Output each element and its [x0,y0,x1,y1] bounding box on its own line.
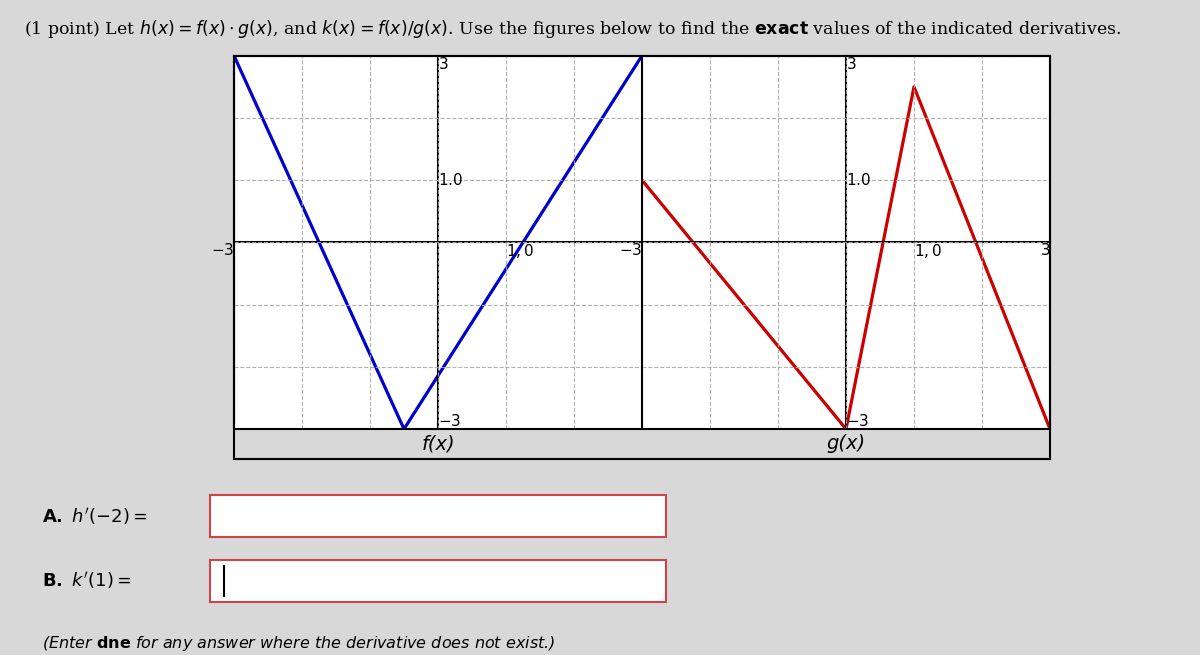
Text: $1,0$: $1,0$ [914,242,942,260]
Text: g(x): g(x) [827,434,865,453]
Text: $1.0$: $1.0$ [438,172,463,188]
Text: $-3$: $-3$ [846,413,869,429]
Text: $-3$: $-3$ [619,242,642,258]
Text: (1 point) Let $h(x) = f(x) \cdot g(x)$, and $k(x) = f(x)/g(x)$. Use the figures : (1 point) Let $h(x) = f(x) \cdot g(x)$, … [24,18,1121,41]
FancyBboxPatch shape [210,560,666,602]
Text: f(x): f(x) [421,434,455,453]
Text: $\mathbf{A.}$ $h'(-2) =$: $\mathbf{A.}$ $h'(-2) =$ [42,506,148,527]
Text: $3$: $3$ [1039,242,1050,258]
Text: $1.0$: $1.0$ [846,172,871,188]
Text: $3$: $3$ [846,56,857,71]
Text: $-3$: $-3$ [438,413,461,429]
Text: $\mathbf{B.}$ $k'(1) =$: $\mathbf{B.}$ $k'(1) =$ [42,571,132,591]
Text: $1,0$: $1,0$ [506,242,534,260]
FancyBboxPatch shape [210,495,666,537]
Text: (Enter $\mathbf{dne}$ for any answer where the derivative does not exist.): (Enter $\mathbf{dne}$ for any answer whe… [42,634,556,653]
Text: $-3$: $-3$ [211,242,234,258]
Text: $3$: $3$ [438,56,449,71]
